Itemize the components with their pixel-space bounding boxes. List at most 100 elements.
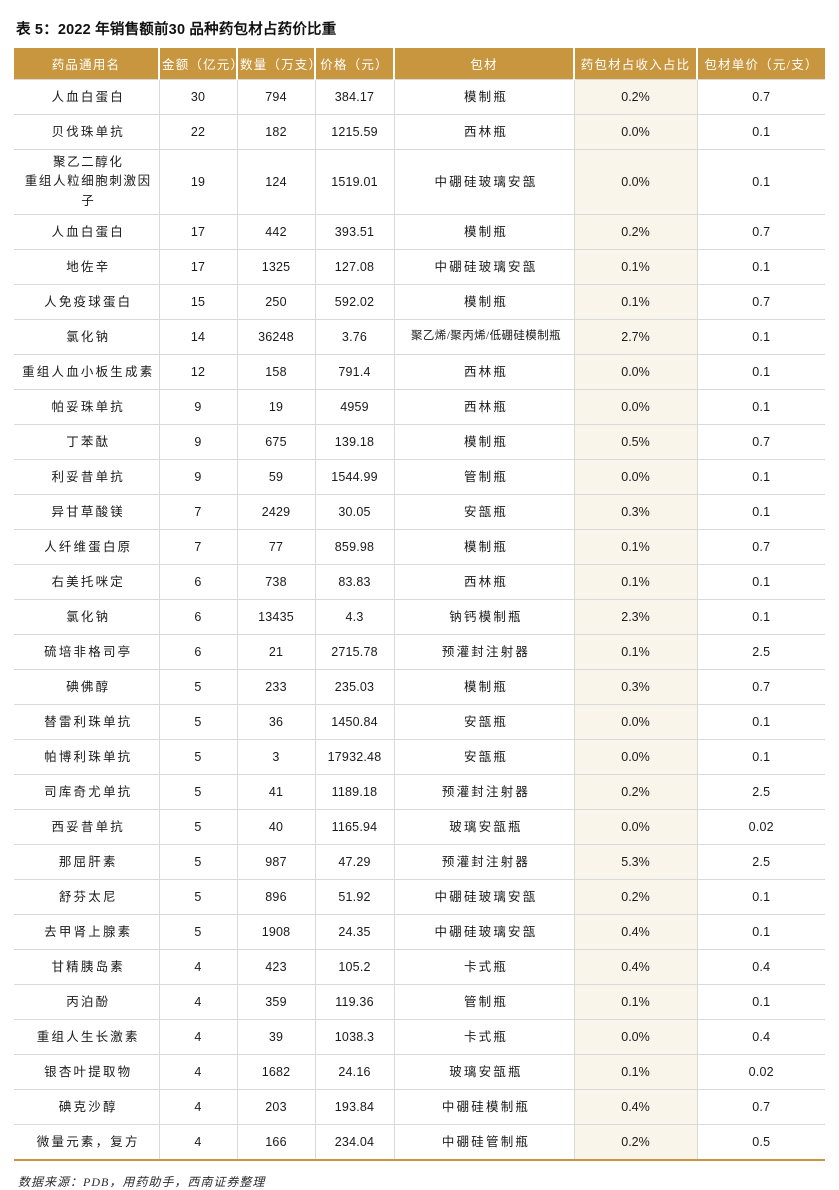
cell-price: 4959 <box>315 389 395 426</box>
cell-packaging: 预灌封注射器 <box>394 634 575 671</box>
cell-unit-price: 0.1 <box>697 459 825 496</box>
cell-drug-name: 地佐辛 <box>14 249 160 286</box>
cell-drug-name: 重组人生长激素 <box>14 1019 160 1056</box>
cell-packaging: 模制瓶 <box>394 284 575 321</box>
cell-revenue-ratio: 2.7% <box>574 319 698 356</box>
cell-revenue-ratio: 0.4% <box>574 949 698 986</box>
cell-drug-name: 利妥昔单抗 <box>14 459 160 496</box>
cell-revenue-ratio: 0.1% <box>574 249 698 286</box>
cell-unit-price: 0.1 <box>697 879 825 916</box>
cell-price: 1038.3 <box>315 1019 395 1056</box>
cell-revenue-ratio: 0.1% <box>574 984 698 1021</box>
cell-quantity: 359 <box>237 984 316 1021</box>
cell-unit-price: 0.7 <box>697 424 825 461</box>
cell-revenue-ratio: 0.0% <box>574 114 698 150</box>
cell-drug-name: 碘克沙醇 <box>14 1089 160 1126</box>
cell-drug-name: 人血白蛋白 <box>14 214 160 251</box>
cell-packaging: 玻璃安瓿瓶 <box>394 1054 575 1091</box>
cell-price: 393.51 <box>315 214 395 251</box>
cell-revenue-ratio: 0.0% <box>574 459 698 496</box>
cell-quantity: 675 <box>237 424 316 461</box>
cell-amount: 5 <box>159 809 238 846</box>
cell-packaging: 模制瓶 <box>394 214 575 251</box>
cell-drug-name: 人免疫球蛋白 <box>14 284 160 321</box>
cell-amount: 15 <box>159 284 238 321</box>
cell-price: 127.08 <box>315 249 395 286</box>
cell-quantity: 442 <box>237 214 316 251</box>
cell-unit-price: 0.7 <box>697 1089 825 1126</box>
cell-amount: 17 <box>159 249 238 286</box>
cell-packaging: 西林瓶 <box>394 114 575 150</box>
cell-amount: 9 <box>159 459 238 496</box>
cell-amount: 19 <box>159 149 238 216</box>
cell-price: 3.76 <box>315 319 395 356</box>
cell-packaging: 中硼硅玻璃安瓿 <box>394 149 575 216</box>
cell-price: 1215.59 <box>315 114 395 150</box>
cell-packaging: 模制瓶 <box>394 529 575 566</box>
cell-quantity: 203 <box>237 1089 316 1126</box>
table-row: 右美托咪定 6 738 83.83 西林瓶 0.1% 0.1 <box>14 564 825 601</box>
cell-unit-price: 0.1 <box>697 914 825 951</box>
cell-unit-price: 0.7 <box>697 669 825 706</box>
cell-amount: 9 <box>159 424 238 461</box>
cell-price: 51.92 <box>315 879 395 916</box>
cell-price: 24.35 <box>315 914 395 951</box>
cell-unit-price: 0.1 <box>697 319 825 356</box>
cell-packaging: 预灌封注射器 <box>394 844 575 881</box>
table-row: 人免疫球蛋白 15 250 592.02 模制瓶 0.1% 0.7 <box>14 284 825 321</box>
cell-quantity: 166 <box>237 1124 316 1160</box>
cell-price: 235.03 <box>315 669 395 706</box>
cell-revenue-ratio: 0.0% <box>574 704 698 741</box>
cell-price: 105.2 <box>315 949 395 986</box>
column-header-amount: 金额（亿元） <box>159 48 243 80</box>
cell-packaging: 卡式瓶 <box>394 949 575 986</box>
cell-drug-name: 氯化钠 <box>14 599 160 636</box>
cell-revenue-ratio: 0.2% <box>574 1124 698 1160</box>
cell-packaging: 中硼硅模制瓶 <box>394 1089 575 1126</box>
cell-quantity: 182 <box>237 114 316 150</box>
table-body: 人血白蛋白 30 794 384.17 模制瓶 0.2% 0.7 贝伐珠单抗 22 182 1215… <box>14 79 825 1160</box>
cell-amount: 5 <box>159 914 238 951</box>
table-header-row: 药品通用名 金额（亿元） 数量（万支） 价格（元） 包材 药包材占收入占比 包材… <box>14 48 825 80</box>
cell-unit-price: 0.7 <box>697 284 825 321</box>
cell-quantity: 77 <box>237 529 316 566</box>
cell-drug-name: 重组人血小板生成素 <box>14 354 160 391</box>
cell-quantity: 1325 <box>237 249 316 286</box>
table-row: 替雷利珠单抗 5 36 1450.84 安瓿瓶 0.0% 0.1 <box>14 704 825 741</box>
cell-revenue-ratio: 0.1% <box>574 564 698 601</box>
cell-drug-name: 甘精胰岛素 <box>14 949 160 986</box>
cell-packaging: 西林瓶 <box>394 354 575 391</box>
column-header-unit: 包材单价（元/支） <box>697 48 825 80</box>
table-row: 重组人生长激素 4 39 1038.3 卡式瓶 0.0% 0.4 <box>14 1019 825 1056</box>
cell-price: 859.98 <box>315 529 395 566</box>
cell-packaging: 聚乙烯/聚丙烯/低硼硅模制瓶 <box>394 319 575 356</box>
cell-price: 791.4 <box>315 354 395 391</box>
cell-revenue-ratio: 0.1% <box>574 1054 698 1091</box>
cell-unit-price: 2.5 <box>697 634 825 671</box>
cell-amount: 7 <box>159 494 238 531</box>
cell-unit-price: 0.1 <box>697 494 825 531</box>
cell-price: 2715.78 <box>315 634 395 671</box>
cell-price: 24.16 <box>315 1054 395 1091</box>
cell-price: 592.02 <box>315 284 395 321</box>
cell-amount: 5 <box>159 704 238 741</box>
table-row: 甘精胰岛素 4 423 105.2 卡式瓶 0.4% 0.4 <box>14 949 825 986</box>
cell-amount: 5 <box>159 739 238 776</box>
cell-packaging: 中硼硅玻璃安瓿 <box>394 879 575 916</box>
cell-unit-price: 0.4 <box>697 1019 825 1056</box>
table-row: 人血白蛋白 17 442 393.51 模制瓶 0.2% 0.7 <box>14 214 825 251</box>
cell-amount: 7 <box>159 529 238 566</box>
cell-quantity: 39 <box>237 1019 316 1056</box>
cell-amount: 6 <box>159 599 238 636</box>
cell-revenue-ratio: 0.3% <box>574 669 698 706</box>
cell-quantity: 1908 <box>237 914 316 951</box>
cell-amount: 4 <box>159 949 238 986</box>
cell-amount: 5 <box>159 774 238 811</box>
table-source-note: 数据来源：PDB，用药助手，西南证券整理 <box>18 1175 266 1190</box>
cell-quantity: 36248 <box>237 319 316 356</box>
cell-unit-price: 0.1 <box>697 984 825 1021</box>
cell-amount: 14 <box>159 319 238 356</box>
cell-amount: 4 <box>159 1089 238 1126</box>
column-header-ratio: 药包材占收入占比 <box>574 48 698 80</box>
cell-amount: 5 <box>159 844 238 881</box>
